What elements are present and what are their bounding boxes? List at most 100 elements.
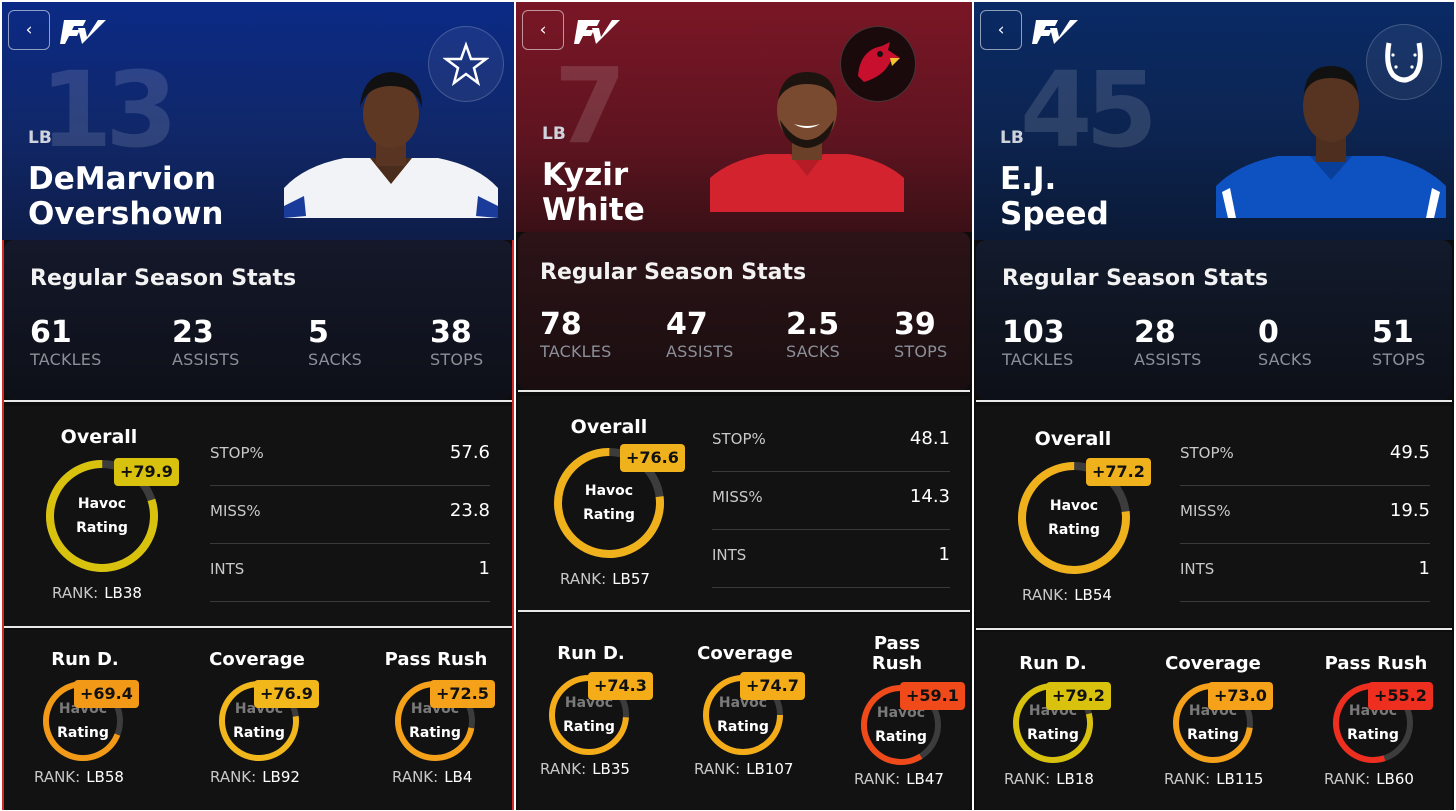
pass-rush-rank: RANK: LB4	[392, 768, 473, 786]
star-icon	[443, 41, 489, 87]
jersey-number: 7	[554, 45, 626, 167]
section-divider	[4, 626, 512, 628]
jersey-number: 13	[40, 49, 178, 171]
split-row-stop: STOP% 49.5	[1180, 428, 1430, 486]
stat-tackles: 103 TACKLES	[1002, 315, 1074, 370]
stat-sacks: 5 SACKS	[308, 315, 362, 370]
stat-tackles: 61 TACKLES	[30, 315, 102, 370]
split-row-ints: INTS 1	[712, 530, 950, 588]
overall-panel: Overall Havoc Rating +79.9 RANK: LB38 STOP…	[4, 406, 512, 626]
back-button[interactable]: ‹	[8, 10, 50, 50]
overall-score-badge: +76.6	[620, 444, 685, 472]
regular-season-stats: Regular Season Stats 78 TACKLES 47 ASSISTS…	[518, 232, 970, 390]
pass-rush-rank: RANK: LB60	[1324, 770, 1414, 788]
overall-gauge: Havoc Rating	[42, 456, 162, 576]
pass-rush-rank: RANK: LB47	[854, 770, 944, 788]
gauge-fill	[1333, 683, 1413, 763]
section-divider	[976, 628, 1452, 630]
overall-gauge: Havoc Rating	[550, 444, 668, 562]
player-card-speed[interactable]: 45 ‹ LB E.J. Speed	[974, 2, 1454, 810]
player-name: E.J. Speed	[1000, 162, 1109, 232]
stat-sacks: 2.5 SACKS	[786, 307, 840, 362]
overall-score-badge: +79.9	[114, 458, 179, 486]
card-header: 13 ‹ LB DeMarvion Overshown	[2, 2, 514, 240]
stats-title: Regular Season Stats	[540, 260, 807, 285]
section-divider	[518, 610, 970, 612]
player-first-name: E.J.	[1000, 161, 1057, 197]
pass-rush-label: Pass Rush	[1324, 653, 1428, 674]
split-row-stop: STOP% 57.6	[210, 428, 490, 486]
back-button[interactable]: ‹	[980, 10, 1022, 50]
chevron-left-icon: ‹	[997, 20, 1005, 40]
split-row-miss: MISS% 19.5	[1180, 486, 1430, 544]
gauge-fill	[46, 460, 158, 572]
stat-stops: 51 STOPS	[1372, 315, 1426, 370]
overall-label: Overall	[570, 416, 648, 438]
overall-score-badge: +77.2	[1086, 458, 1151, 486]
coverage-label: Coverage	[697, 643, 793, 664]
overall-rank: RANK: LB54	[1022, 586, 1112, 604]
team-logo	[1366, 24, 1442, 100]
overall-label: Overall	[1034, 428, 1112, 450]
overall-gauge: Havoc Rating	[1014, 458, 1134, 578]
player-first-name: DeMarvion	[28, 161, 217, 197]
run-defense-label: Run D.	[557, 643, 625, 664]
coverage-rank: RANK: LB107	[694, 760, 794, 778]
split-row-ints: INTS 1	[1180, 544, 1430, 602]
stat-tackles: 78 TACKLES	[540, 307, 612, 362]
player-last-name: Speed	[1000, 196, 1109, 232]
player-card-white[interactable]: 7 ‹ LB Kyzir White	[516, 2, 972, 810]
gauge-line-2: Rating	[76, 520, 128, 536]
player-last-name: Overshown	[28, 196, 224, 232]
run-defense-score-badge: +79.2	[1046, 682, 1111, 710]
card-header: 7 ‹ LB Kyzir White	[516, 2, 972, 232]
position-label: LB	[1000, 128, 1024, 148]
stats-title: Regular Season Stats	[1002, 266, 1269, 291]
back-button[interactable]: ‹	[522, 10, 564, 50]
sub-ratings-panel: Run D. Havoc Rating +69.4 RANK: LB58 Cover…	[4, 630, 512, 810]
player-photo	[710, 64, 924, 212]
pass-rush-label: Pass Rush	[871, 633, 923, 674]
player-photo	[1216, 56, 1446, 218]
overall-rank: RANK: LB38	[52, 584, 142, 602]
section-divider	[976, 400, 1452, 402]
position-label: LB	[542, 124, 566, 144]
fv-logo	[574, 20, 620, 44]
coverage-score-badge: +73.0	[1208, 682, 1273, 710]
section-divider	[518, 390, 970, 392]
sub-ratings-panel: Run D. Havoc Rating +74.3 RANK: LB35 Cover…	[518, 614, 970, 810]
team-logo	[840, 26, 916, 102]
split-row-miss: MISS% 14.3	[712, 472, 950, 530]
regular-season-stats: Regular Season Stats 61 TACKLES 23 ASSISTS…	[4, 240, 512, 400]
player-photo	[284, 66, 498, 218]
fv-logo	[1032, 20, 1078, 44]
fv-logo	[60, 20, 106, 44]
coverage-gauge: Havoc Rating	[216, 678, 302, 764]
stat-assists: 28 ASSISTS	[1134, 315, 1202, 370]
pass-rush-score-badge: +55.2	[1368, 682, 1433, 710]
overall-panel: Overall Havoc Rating +77.2 RANK: LB54 STOP…	[976, 406, 1452, 626]
run-defense-score-badge: +69.4	[74, 680, 139, 708]
run-defense-score-badge: +74.3	[588, 672, 653, 700]
horseshoe-icon	[1385, 42, 1423, 83]
cardinal-icon	[858, 42, 900, 82]
coverage-label: Coverage	[1165, 653, 1261, 674]
position-label: LB	[28, 128, 52, 148]
coverage-label: Coverage	[209, 649, 305, 670]
section-divider	[4, 400, 512, 402]
gauge-line-1: Havoc	[77, 496, 127, 512]
pass-rush-score-badge: +72.5	[430, 680, 495, 708]
team-logo	[428, 26, 504, 102]
player-name: Kyzir White	[542, 158, 645, 228]
coverage-score-badge: +76.9	[254, 680, 319, 708]
jersey-number: 45	[1020, 49, 1158, 171]
player-card-overshown[interactable]: 13 ‹ LB DeMarvion Overshown	[2, 2, 514, 810]
chevron-left-icon: ‹	[25, 20, 33, 40]
run-defense-label: Run D.	[51, 649, 119, 670]
player-last-name: White	[542, 192, 645, 228]
stat-sacks: 0 SACKS	[1258, 315, 1312, 370]
split-row-ints: INTS 1	[210, 544, 490, 602]
sub-ratings-panel: Run D. Havoc Rating +79.2 RANK: LB18 Cover…	[976, 632, 1452, 810]
stat-assists: 47 ASSISTS	[666, 307, 734, 362]
